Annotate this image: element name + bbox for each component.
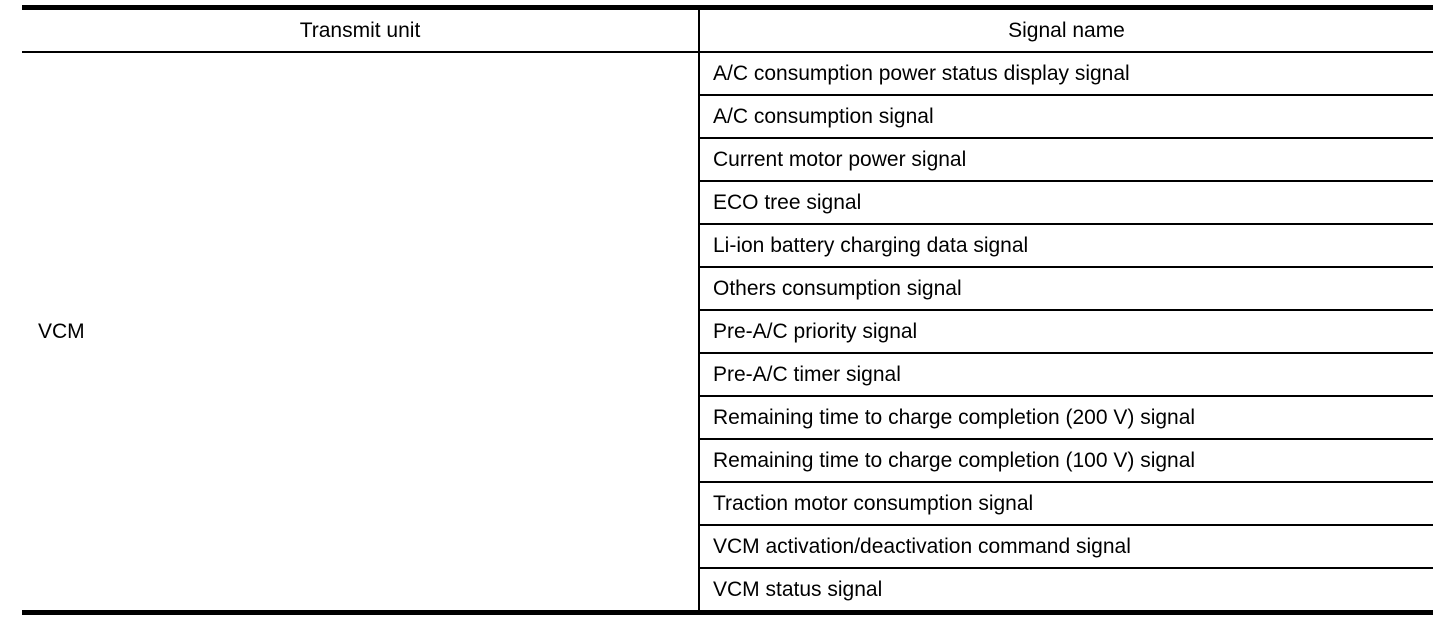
transmit-signal-table: Transmit unit Signal name VCM A/C consum… (22, 5, 1433, 615)
header-transmit-unit: Transmit unit (22, 7, 700, 53)
signal-cell: A/C consumption signal (699, 95, 1433, 139)
header-row: Transmit unit Signal name (22, 7, 1433, 53)
table-row: VCM status signal (22, 568, 1433, 613)
signal-cell: Remaining time to charge completion (100… (699, 439, 1433, 483)
table-row: A/C consumption signal (22, 95, 1433, 139)
table-row: Others consumption signal (22, 267, 1433, 311)
signal-table-container: Transmit unit Signal name VCM A/C consum… (22, 5, 1433, 615)
signal-cell: VCM activation/deactivation command sign… (699, 525, 1433, 569)
signal-cell: Traction motor consumption signal (699, 482, 1433, 526)
signal-cell: Others consumption signal (699, 267, 1433, 311)
signal-cell: VCM status signal (713, 577, 883, 601)
signal-cell: ECO tree signal (699, 181, 1433, 225)
signal-cell: Pre-A/C timer signal (699, 353, 1433, 397)
table-row: Pre-A/C priority signal (22, 310, 1433, 354)
table-row: Li-ion battery charging data signal (22, 224, 1433, 268)
signal-cell: Current motor power signal (699, 138, 1433, 182)
transmit-unit-cell: VCM (22, 52, 700, 613)
signal-cell: Pre-A/C priority signal (699, 310, 1433, 354)
table-row: VCM A/C consumption power status display… (22, 52, 1433, 613)
table-row: ECO tree signal (22, 181, 1433, 225)
table-row: Remaining time to charge completion (200… (22, 396, 1433, 440)
signal-cell: Li-ion battery charging data signal (699, 224, 1433, 268)
table-row: Traction motor consumption signal (22, 482, 1433, 526)
header-signal-name: Signal name (699, 7, 1433, 53)
table-row: VCM activation/deactivation command sign… (22, 525, 1433, 569)
table-row: Remaining time to charge completion (100… (22, 439, 1433, 483)
signal-cell: A/C consumption power status display sig… (699, 52, 1433, 96)
signal-cell: Remaining time to charge completion (200… (699, 396, 1433, 440)
table-row: Pre-A/C timer signal (22, 353, 1433, 397)
table-row: Current motor power signal (22, 138, 1433, 182)
